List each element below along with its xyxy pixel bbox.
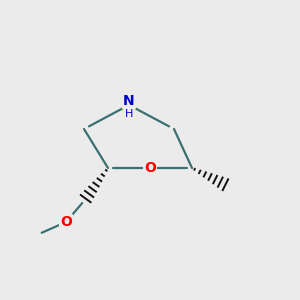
Text: N: N [123, 94, 135, 108]
Text: O: O [144, 161, 156, 175]
Text: O: O [60, 215, 72, 229]
Text: H: H [125, 109, 133, 119]
